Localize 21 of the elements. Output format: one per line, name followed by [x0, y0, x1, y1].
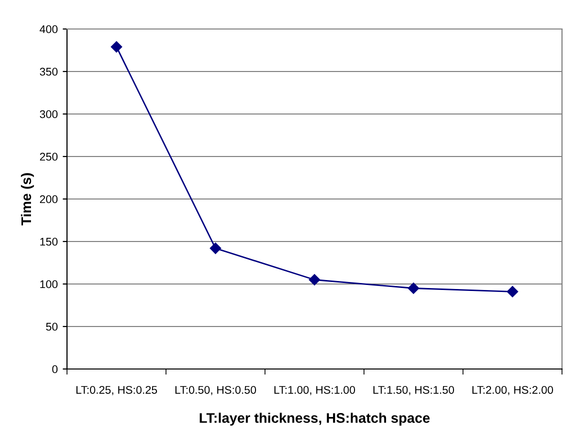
- y-tick-label: 350: [40, 68, 58, 76]
- x-axis-title: LT:layer thickness, HS:hatch space: [200, 412, 430, 426]
- point: [506, 286, 518, 298]
- y-axis-title: Time (s): [20, 173, 34, 226]
- x-tick-label: LT:1.00, HS:1.00: [274, 386, 356, 396]
- x-tick-label: LT:1.50, HS:1.50: [373, 386, 454, 396]
- y-tick-label: 300: [40, 110, 58, 118]
- y-tick-label: 400: [40, 25, 58, 34]
- y-tick-label: 200: [40, 195, 58, 204]
- point: [308, 274, 320, 286]
- y-tick-label: 150: [40, 238, 58, 246]
- y-tick-label: 50: [46, 322, 58, 331]
- y-tick-label: 250: [40, 152, 58, 161]
- y-tick-label: 0: [52, 365, 58, 374]
- y-tick-label: 100: [40, 280, 58, 288]
- point: [408, 282, 420, 294]
- x-tick-label: LT:0.50, HS:0.50: [175, 386, 256, 396]
- point: [210, 242, 222, 254]
- x-tick-label: LT:0.25, HS:0.25: [76, 386, 158, 396]
- x-tick-label: LT:2.00, HS:2.00: [472, 386, 554, 396]
- point: [110, 41, 122, 52]
